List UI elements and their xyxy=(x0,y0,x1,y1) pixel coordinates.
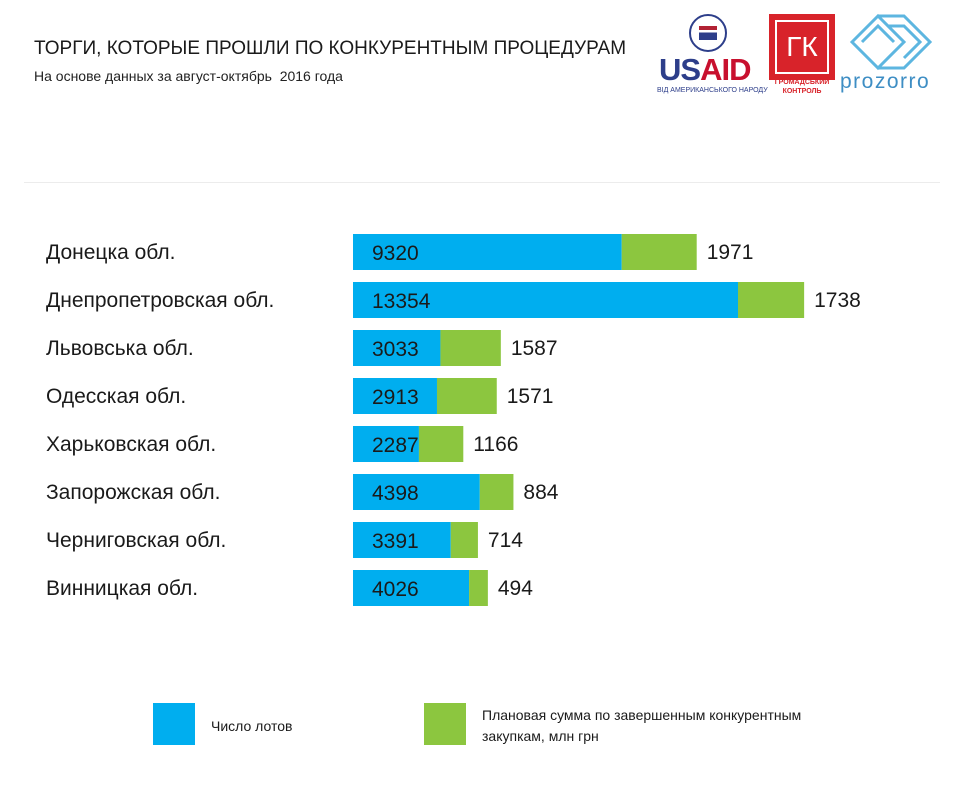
legend-label-sum-line2: закупкам, млн грн xyxy=(482,728,599,744)
bar-sum xyxy=(738,282,805,318)
category-label: Донецка обл. xyxy=(46,241,175,264)
data-label-lots: 9320 xyxy=(372,242,419,265)
data-label-sum: 1971 xyxy=(707,241,754,264)
legend-swatch-sum xyxy=(424,703,466,745)
bar-lots xyxy=(353,282,738,318)
category-label: Харьковская обл. xyxy=(46,433,216,456)
bar-lots xyxy=(353,570,470,606)
data-label-lots: 4398 xyxy=(372,482,419,505)
bar-sum xyxy=(436,378,497,414)
usaid-logo: USAID ВІД АМЕРИКАНСЬКОГО НАРОДУ xyxy=(657,14,768,96)
data-label-lots: 4026 xyxy=(372,578,419,601)
prozorro-wordmark: prozorro xyxy=(840,70,931,93)
bar-lots xyxy=(353,234,622,270)
bar-sum xyxy=(440,330,501,366)
data-label-lots: 13354 xyxy=(372,290,431,313)
bar-lots xyxy=(353,522,451,558)
data-label-lots: 3033 xyxy=(372,338,419,361)
bar-lots xyxy=(353,426,419,462)
bar-lots xyxy=(353,378,437,414)
gk-logo: ГК ГРОМАДСЬКИЙ КОНТРОЛЬ xyxy=(769,14,835,96)
data-label-sum: 1166 xyxy=(473,433,518,456)
bar-sum xyxy=(450,522,478,558)
legend-label-lots: Число лотов xyxy=(211,718,292,734)
legend-swatch-lots xyxy=(153,703,195,745)
bar-sum xyxy=(621,234,697,270)
data-label-lots: 3391 xyxy=(372,530,419,553)
bar-sum xyxy=(418,426,464,462)
legend-label-sum-line1: Плановая сумма по завершенным конкурентн… xyxy=(482,707,801,723)
data-label-sum: 494 xyxy=(498,577,533,600)
category-label: Запорожская обл. xyxy=(46,481,220,504)
category-label: Винницкая обл. xyxy=(46,577,198,600)
header-divider xyxy=(24,182,940,183)
data-label-sum: 1738 xyxy=(814,289,861,312)
bar-sum xyxy=(469,570,488,606)
gk-tagline: ГРОМАДСЬКИЙ КОНТРОЛЬ xyxy=(774,79,830,95)
chart-subtitle: На основе данных за август-октябрь 2016 … xyxy=(34,68,343,84)
data-label-lots: 2913 xyxy=(372,386,419,409)
category-label: Львовська обл. xyxy=(46,337,194,360)
category-label: Одесская обл. xyxy=(46,385,186,408)
usaid-wordmark: USAID xyxy=(659,52,751,87)
data-label-sum: 714 xyxy=(488,529,523,552)
data-label-sum: 884 xyxy=(523,481,558,504)
bar-lots xyxy=(353,474,480,510)
category-label: Черниговская обл. xyxy=(46,529,226,552)
prozorro-logo: prozorro xyxy=(838,12,946,98)
usaid-seal-icon xyxy=(689,14,727,52)
usaid-tagline: ВІД АМЕРИКАНСЬКОГО НАРОДУ xyxy=(657,87,768,94)
data-label-lots: 2287 xyxy=(372,434,419,457)
chart-title: ТОРГИ, КОТОРЫЕ ПРОШЛИ ПО КОНКУРЕНТНЫМ ПР… xyxy=(34,38,627,59)
data-label-sum: 1587 xyxy=(511,337,558,360)
data-label-sum: 1571 xyxy=(507,385,554,408)
category-label: Днепропетровская обл. xyxy=(46,289,274,312)
bar-lots xyxy=(353,330,441,366)
bar-sum xyxy=(479,474,514,510)
gk-letters: ГК xyxy=(775,20,829,74)
prozorro-mark-icon xyxy=(849,13,933,71)
